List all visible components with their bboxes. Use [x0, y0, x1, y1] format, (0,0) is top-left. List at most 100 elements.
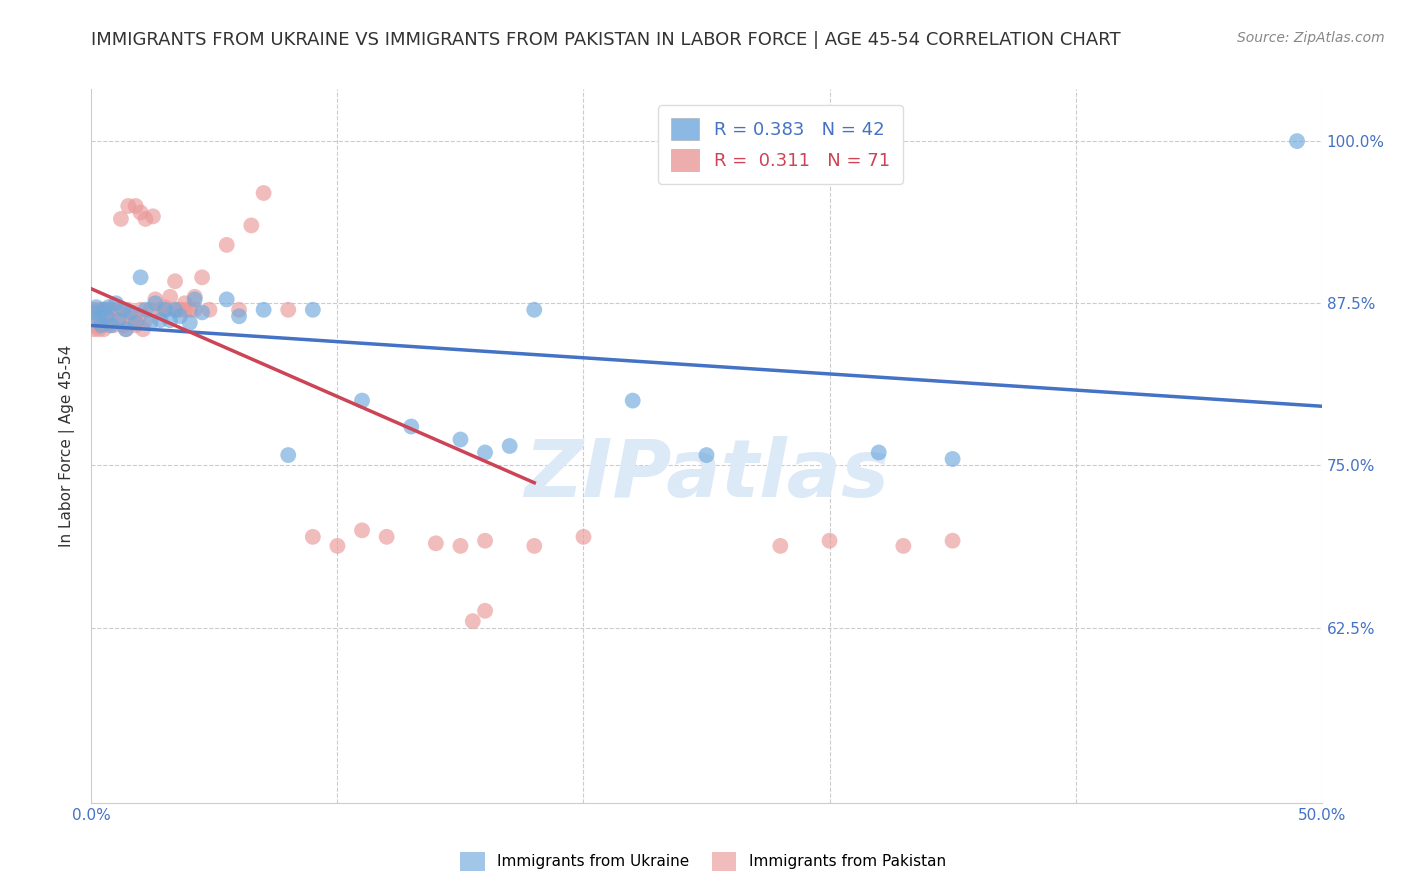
Point — [621, 393, 644, 408]
Point — [100, 302, 122, 317]
Point — [86, 302, 108, 317]
Point — [127, 313, 149, 327]
Point — [90, 310, 112, 324]
Point — [139, 316, 162, 330]
Point — [523, 539, 546, 553]
Point — [326, 539, 349, 553]
Point — [277, 448, 299, 462]
Point — [179, 302, 201, 317]
Point — [135, 302, 156, 317]
Point — [110, 211, 132, 226]
Point — [228, 302, 250, 317]
Point — [93, 322, 115, 336]
Point — [868, 445, 890, 459]
Point — [96, 310, 117, 324]
Point — [474, 533, 496, 548]
Point — [198, 302, 221, 317]
Point — [163, 274, 186, 288]
Point — [153, 302, 177, 317]
Point — [183, 290, 207, 304]
Point — [149, 313, 172, 327]
Point — [135, 211, 156, 226]
Point — [114, 322, 138, 336]
Point — [129, 270, 152, 285]
Point — [163, 302, 186, 317]
Point — [105, 302, 127, 317]
Point — [105, 296, 127, 310]
Point — [145, 293, 166, 307]
Point — [215, 238, 238, 252]
Point — [375, 530, 398, 544]
Point — [114, 322, 138, 336]
Point — [93, 316, 115, 330]
Point — [117, 302, 139, 317]
Point — [174, 296, 197, 310]
Point — [110, 302, 132, 317]
Point — [124, 318, 146, 333]
Point — [86, 300, 108, 314]
Point — [818, 533, 841, 548]
Point — [129, 302, 152, 317]
Point — [90, 318, 112, 333]
Point — [97, 318, 120, 333]
Point — [474, 445, 496, 459]
Point — [124, 316, 146, 330]
Point — [228, 310, 250, 324]
Point — [86, 318, 108, 333]
Point — [112, 302, 135, 317]
Point — [769, 539, 792, 553]
Point — [941, 533, 963, 548]
Point — [132, 322, 155, 336]
Legend: R = 0.383   N = 42, R =  0.311   N = 71: R = 0.383 N = 42, R = 0.311 N = 71 — [658, 105, 903, 184]
Point — [112, 318, 135, 333]
Point — [153, 300, 177, 314]
Point — [183, 302, 207, 317]
Point — [135, 313, 156, 327]
Point — [103, 318, 125, 333]
Point — [461, 614, 484, 628]
Point — [253, 302, 276, 317]
Point — [215, 293, 238, 307]
Point — [169, 310, 191, 324]
Point — [301, 302, 323, 317]
Point — [891, 539, 914, 553]
Point — [572, 530, 595, 544]
Point — [83, 302, 105, 317]
Point — [695, 448, 717, 462]
Point — [90, 302, 112, 317]
Point — [142, 210, 165, 224]
Point — [87, 311, 110, 326]
Point — [96, 316, 117, 330]
Point — [399, 419, 422, 434]
Point — [139, 302, 162, 317]
Point — [174, 302, 197, 317]
Point — [93, 302, 115, 317]
Point — [169, 302, 191, 317]
Point — [179, 316, 201, 330]
Text: IMMIGRANTS FROM UKRAINE VS IMMIGRANTS FROM PAKISTAN IN LABOR FORCE | AGE 45-54 C: IMMIGRANTS FROM UKRAINE VS IMMIGRANTS FR… — [91, 31, 1121, 49]
Point — [352, 393, 374, 408]
Point — [145, 296, 166, 310]
Point — [1285, 134, 1308, 148]
Text: Source: ZipAtlas.com: Source: ZipAtlas.com — [1237, 31, 1385, 45]
Point — [97, 300, 120, 314]
Point — [87, 322, 110, 336]
Point — [117, 199, 139, 213]
Point — [159, 313, 181, 327]
Point — [240, 219, 263, 233]
Legend: Immigrants from Ukraine, Immigrants from Pakistan: Immigrants from Ukraine, Immigrants from… — [451, 843, 955, 880]
Point — [100, 310, 122, 324]
Point — [523, 302, 546, 317]
Point — [149, 302, 172, 317]
Point — [183, 293, 207, 307]
Point — [425, 536, 447, 550]
Point — [449, 433, 471, 447]
Point — [191, 305, 214, 319]
Point — [100, 318, 122, 333]
Point — [129, 205, 152, 219]
Point — [941, 452, 963, 467]
Point — [120, 305, 142, 319]
Point — [474, 604, 496, 618]
Point — [107, 313, 129, 327]
Point — [191, 270, 214, 285]
